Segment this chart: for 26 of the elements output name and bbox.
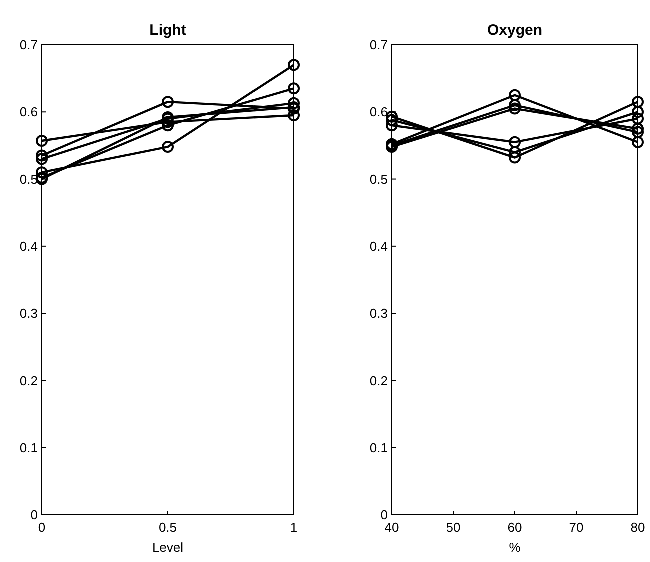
y-tick-label: 0.4 [370,238,388,254]
y-tick-label: 0.3 [370,306,388,322]
y-tick-label: 0.4 [20,238,38,254]
x-axis-title: Level [152,540,184,555]
y-tick-label: 0.2 [20,373,38,388]
y-tick-label: 0.5 [370,172,388,187]
y-tick-label: 0 [380,508,388,523]
x-tick-label: 50 [446,520,461,535]
x-tick-label: 40 [384,520,400,535]
chart-title: Light [150,22,186,39]
y-tick-label: 0.1 [20,440,38,456]
x-tick-label: 0.5 [158,520,178,535]
x-tick-label: 60 [508,520,522,535]
x-tick-label: 80 [630,520,646,535]
x-tick-label: 70 [569,520,584,535]
x-tick-label: 1 [290,520,298,535]
y-tick-label: 0 [30,508,38,523]
y-tick-label: 0.2 [370,373,388,388]
y-tick-label: 0.6 [20,104,38,120]
y-tick-label: 0.1 [370,440,388,456]
y-tick-label: 0.7 [20,38,38,53]
y-tick-label: 0.7 [370,38,388,53]
x-axis-title: % [509,540,522,555]
y-tick-label: 0.3 [20,306,38,322]
chart-title: Oxygen [487,22,543,39]
y-tick-label: 0.6 [370,104,388,120]
